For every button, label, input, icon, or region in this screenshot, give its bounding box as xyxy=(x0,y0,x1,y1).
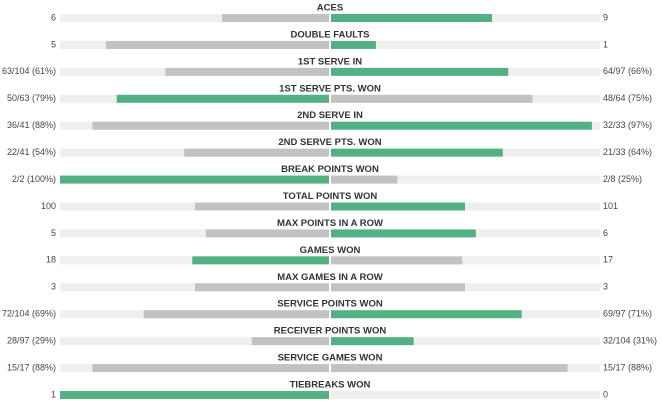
left-bar xyxy=(143,310,329,319)
stat-label: DOUBLE FAULTS xyxy=(291,29,370,40)
track xyxy=(60,283,329,292)
left-bar xyxy=(195,283,329,292)
left-value: 22/41 (54%) xyxy=(7,147,56,157)
stat-label: SERVICE POINTS WON xyxy=(277,299,383,310)
left-value: 2/2 (100%) xyxy=(12,174,56,184)
track xyxy=(331,40,600,49)
right-bar xyxy=(331,67,509,76)
track xyxy=(331,256,600,265)
left-value: 18 xyxy=(46,255,56,265)
stat-label: TOTAL POINTS WON xyxy=(283,191,378,202)
right-value: 32/104 (31%) xyxy=(603,336,657,346)
right-bar xyxy=(331,202,465,211)
left-bar xyxy=(195,202,329,211)
left-value: 36/41 (88%) xyxy=(7,120,56,130)
stat-label: 1ST SERVE PTS. WON xyxy=(279,83,381,94)
stat-label: TIEBREAKS WON xyxy=(290,380,371,391)
left-bar xyxy=(205,229,329,238)
left-bar xyxy=(116,94,329,103)
track xyxy=(60,202,329,211)
left-bar xyxy=(60,175,329,184)
right-bar xyxy=(331,121,592,130)
track xyxy=(60,337,329,346)
stat-label: SERVICE GAMES WON xyxy=(278,353,383,364)
right-value: 21/33 (64%) xyxy=(603,147,652,157)
right-value: 2/8 (25%) xyxy=(603,174,642,184)
left-bar xyxy=(165,67,329,76)
right-value: 3 xyxy=(603,282,608,292)
right-bar xyxy=(331,364,568,373)
left-bar xyxy=(92,364,330,373)
left-bar xyxy=(184,148,329,157)
track xyxy=(331,283,600,292)
right-bar xyxy=(331,256,463,265)
right-bar xyxy=(331,14,492,22)
left-value: 5 xyxy=(51,228,56,238)
stat-label: MAX GAMES IN A ROW xyxy=(277,272,382,283)
right-value: 9 xyxy=(603,12,608,22)
left-value: 63/104 (61%) xyxy=(2,66,56,76)
stat-label: MAX POINTS IN A ROW xyxy=(277,218,383,229)
stat-label: BREAK POINTS WON xyxy=(281,164,379,175)
stat-label: RECEIVER POINTS WON xyxy=(274,326,387,337)
left-value: 72/104 (69%) xyxy=(2,309,56,319)
right-value: 1 xyxy=(603,39,608,49)
right-value: 32/33 (97%) xyxy=(603,120,652,130)
left-bar xyxy=(192,256,329,265)
right-bar xyxy=(331,94,533,103)
right-bar xyxy=(331,283,465,292)
right-value: 101 xyxy=(603,201,618,211)
right-value: 6 xyxy=(603,228,608,238)
left-value: 1 xyxy=(51,389,56,399)
right-bar xyxy=(331,175,398,184)
right-bar xyxy=(331,337,414,346)
left-bar xyxy=(251,337,329,346)
right-bar xyxy=(331,229,476,238)
track xyxy=(331,202,600,211)
stat-label: 2ND SERVE IN xyxy=(297,110,363,121)
right-bar xyxy=(331,40,376,49)
right-value: 64/97 (66%) xyxy=(603,66,652,76)
left-value: 28/97 (29%) xyxy=(7,336,56,346)
track xyxy=(331,175,600,184)
stat-label: 2ND SERVE PTS. WON xyxy=(278,137,381,148)
track xyxy=(331,391,600,400)
left-value: 3 xyxy=(51,282,56,292)
stat-label: GAMES WON xyxy=(300,245,361,256)
track xyxy=(60,14,329,22)
track xyxy=(331,337,600,346)
right-value: 0 xyxy=(603,389,608,399)
stat-label: ACES xyxy=(317,3,343,14)
left-bar xyxy=(222,14,329,22)
left-value: 6 xyxy=(51,12,56,22)
left-bar xyxy=(92,121,330,130)
left-value: 15/17 (88%) xyxy=(7,362,56,372)
right-bar xyxy=(331,310,522,319)
right-value: 17 xyxy=(603,255,613,265)
left-bar xyxy=(105,40,330,49)
left-value: 100 xyxy=(41,201,56,211)
left-value: 50/63 (79%) xyxy=(7,93,56,103)
right-value: 15/17 (88%) xyxy=(603,362,652,372)
track xyxy=(60,229,329,238)
right-bar xyxy=(331,148,503,157)
left-value: 5 xyxy=(51,39,56,49)
right-value: 48/64 (75%) xyxy=(603,93,652,103)
right-value: 69/97 (71%) xyxy=(603,309,652,319)
left-bar xyxy=(60,391,329,400)
stat-label: 1ST SERVE IN xyxy=(298,56,362,67)
